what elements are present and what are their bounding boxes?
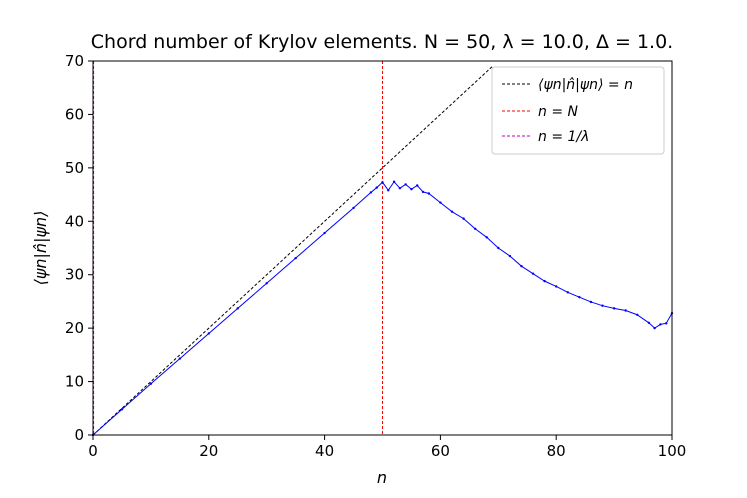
legend: ⟨ψn|n̂|ψn⟩ = n n = N n = 1/λ bbox=[491, 66, 665, 155]
x-tick-label-40: 40 bbox=[315, 442, 334, 460]
series-point-1-4 bbox=[207, 332, 210, 335]
series-point-1-12 bbox=[381, 181, 384, 184]
chart-title: Chord number of Krylov elements. N = 50,… bbox=[91, 31, 673, 53]
series-point-1-39 bbox=[647, 321, 651, 324]
x-tick-label-80: 80 bbox=[547, 442, 566, 460]
series-point-1-20 bbox=[427, 192, 431, 195]
series-point-1-8 bbox=[323, 231, 326, 235]
series-point-1-33 bbox=[578, 295, 581, 299]
series-point-1-36 bbox=[612, 307, 616, 310]
y-tick-label-50: 50 bbox=[65, 159, 84, 177]
series-point-1-5 bbox=[236, 307, 239, 310]
x-axis-label: n bbox=[377, 468, 387, 487]
series-point-1-34 bbox=[589, 300, 593, 304]
x-tick-label-0: 0 bbox=[88, 442, 98, 460]
series-point-1-18 bbox=[416, 184, 419, 187]
series-point-1-24 bbox=[473, 227, 477, 230]
series-point-1-28 bbox=[520, 264, 523, 268]
series-point-1-37 bbox=[624, 309, 627, 312]
series-point-1-40 bbox=[653, 326, 656, 330]
series-point-1-2 bbox=[149, 382, 153, 385]
series-point-1-25 bbox=[485, 236, 488, 239]
series-point-1-30 bbox=[543, 279, 546, 283]
series-point-1-17 bbox=[410, 188, 413, 191]
series-point-1-16 bbox=[404, 183, 407, 186]
series-line-0 bbox=[92, 65, 493, 436]
series-point-1-10 bbox=[369, 191, 373, 194]
plot-frame bbox=[92, 60, 673, 436]
x-tick-label-60: 60 bbox=[431, 442, 450, 460]
legend-label-n-equals-N: n = N bbox=[538, 104, 579, 120]
series-point-1-29 bbox=[531, 272, 535, 275]
y-tick-label-20: 20 bbox=[65, 319, 84, 337]
y-axis: 0 10 20 30 40 50 60 70 bbox=[65, 52, 93, 444]
legend-label-n-equals-inverse-lambda: n = 1/λ bbox=[538, 129, 589, 145]
series-line-1 bbox=[92, 180, 673, 436]
series-point-1-22 bbox=[450, 210, 454, 213]
series-point-1-15 bbox=[398, 186, 402, 190]
series-point-1-11 bbox=[375, 186, 378, 189]
series-point-1-9 bbox=[352, 206, 355, 210]
y-tick-label-40: 40 bbox=[65, 212, 84, 230]
series-point-1-6 bbox=[265, 282, 268, 285]
plot-area bbox=[91, 61, 674, 437]
y-tick-label-30: 30 bbox=[65, 266, 84, 284]
series-point-1-42 bbox=[665, 322, 668, 325]
series-point-1-41 bbox=[659, 323, 662, 326]
series-point-1-21 bbox=[439, 201, 442, 204]
x-axis: 0 20 40 60 80 100 bbox=[88, 435, 686, 460]
y-tick-label-70: 70 bbox=[65, 52, 84, 70]
series-point-1-7 bbox=[294, 256, 297, 260]
series-point-1-31 bbox=[555, 285, 558, 288]
legend-box bbox=[491, 66, 665, 155]
series-point-1-27 bbox=[508, 254, 512, 258]
legend-label-identity: ⟨ψn|n̂|ψn⟩ = n bbox=[538, 77, 633, 93]
series-point-1-14 bbox=[392, 180, 396, 183]
y-axis-label: ⟨ψn|n̂|ψn⟩ bbox=[31, 211, 50, 286]
y-tick-label-60: 60 bbox=[65, 105, 84, 123]
series-point-1-35 bbox=[601, 304, 604, 307]
series-point-1-19 bbox=[421, 190, 425, 194]
series-point-1-13 bbox=[387, 189, 390, 192]
x-tick-label-20: 20 bbox=[199, 442, 218, 460]
x-tick-label-100: 100 bbox=[658, 442, 687, 460]
series-point-1-23 bbox=[462, 217, 465, 220]
y-tick-label-0: 0 bbox=[74, 426, 84, 444]
series-point-1-32 bbox=[566, 291, 569, 294]
y-tick-label-10: 10 bbox=[65, 373, 84, 391]
series-point-1-1 bbox=[120, 408, 124, 411]
series-point-1-3 bbox=[178, 357, 182, 360]
series-point-1-26 bbox=[497, 246, 500, 250]
series-point-1-38 bbox=[636, 313, 639, 316]
